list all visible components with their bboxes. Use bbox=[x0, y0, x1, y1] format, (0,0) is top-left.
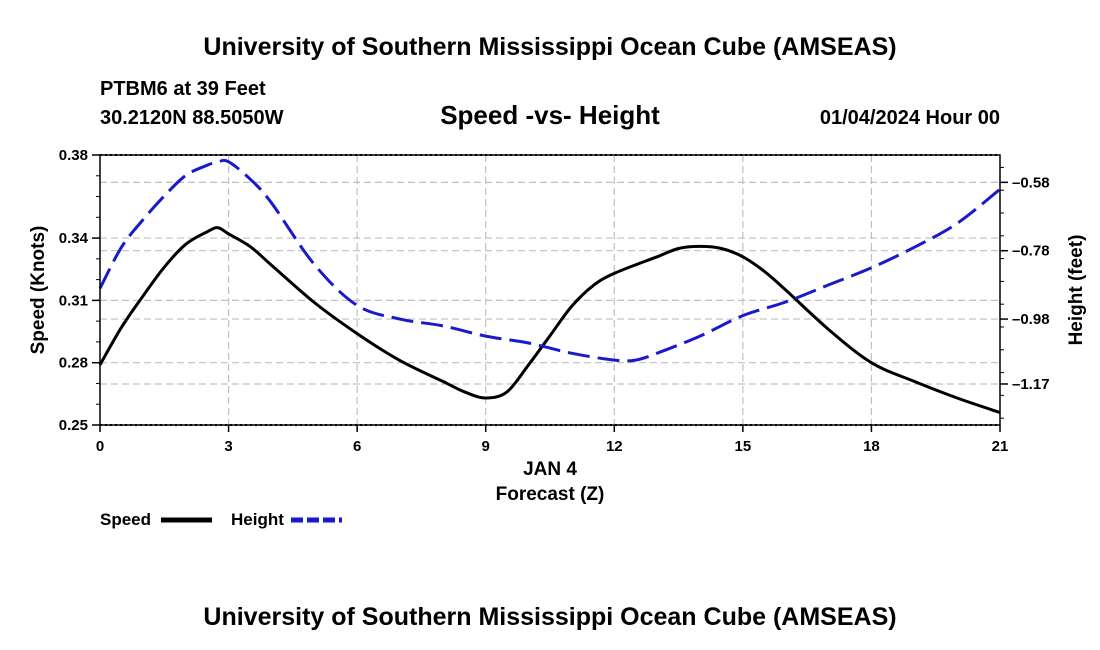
y-left-tick-label: 0.31 bbox=[59, 292, 88, 309]
y-right-tick-label: –1.17 bbox=[1012, 376, 1050, 393]
chart-heading: Speed -vs- Height bbox=[440, 100, 660, 130]
x-tick-label: 3 bbox=[224, 438, 232, 455]
coordinates-label: 30.2120N 88.5050W bbox=[100, 107, 284, 129]
chart-title: University of Southern Mississippi Ocean… bbox=[203, 33, 896, 61]
station-label: PTBM6 at 39 Feet bbox=[100, 78, 266, 100]
forecast-timestamp: 01/04/2024 Hour 00 bbox=[820, 107, 1000, 129]
series-line-speed bbox=[98, 226, 1001, 414]
y-right-tick-label: –0.98 bbox=[1012, 311, 1050, 328]
x-axis-date-label: JAN 4 bbox=[523, 459, 577, 480]
x-tick-label: 9 bbox=[482, 438, 490, 455]
grid-lines bbox=[100, 155, 1000, 425]
y-axis-left-label: Speed (Knots) bbox=[28, 226, 49, 355]
y-left-tick-label: 0.28 bbox=[59, 355, 88, 372]
legend: Speed Height bbox=[100, 510, 342, 529]
x-tick-label: 21 bbox=[992, 438, 1009, 455]
legend-speed-label: Speed bbox=[100, 510, 151, 529]
footer-title: University of Southern Mississippi Ocean… bbox=[203, 603, 896, 631]
axis-ticks: 0 3 6 9 12 15 18 21 0.25 0.28 0.31 0.34 0.38 –1.17 –0.… bbox=[59, 147, 1050, 455]
y-right-tick-label: –0.78 bbox=[1012, 243, 1050, 260]
x-axis-label: Forecast (Z) bbox=[496, 484, 605, 505]
x-tick-label: 6 bbox=[353, 438, 361, 455]
y-right-tick-label: –0.58 bbox=[1012, 174, 1050, 191]
x-tick-label: 18 bbox=[863, 438, 880, 455]
legend-height-label: Height bbox=[231, 510, 284, 529]
y-left-tick-label: 0.25 bbox=[59, 417, 88, 434]
y-axis-right-label: Height (feet) bbox=[1066, 235, 1087, 346]
series-line-height bbox=[98, 158, 1001, 363]
x-tick-label: 15 bbox=[735, 438, 752, 455]
x-tick-label: 12 bbox=[606, 438, 623, 455]
y-left-tick-label: 0.34 bbox=[59, 230, 89, 247]
x-tick-label: 0 bbox=[96, 438, 104, 455]
y-left-tick-label: 0.38 bbox=[59, 147, 88, 164]
plot-series bbox=[98, 158, 1001, 414]
